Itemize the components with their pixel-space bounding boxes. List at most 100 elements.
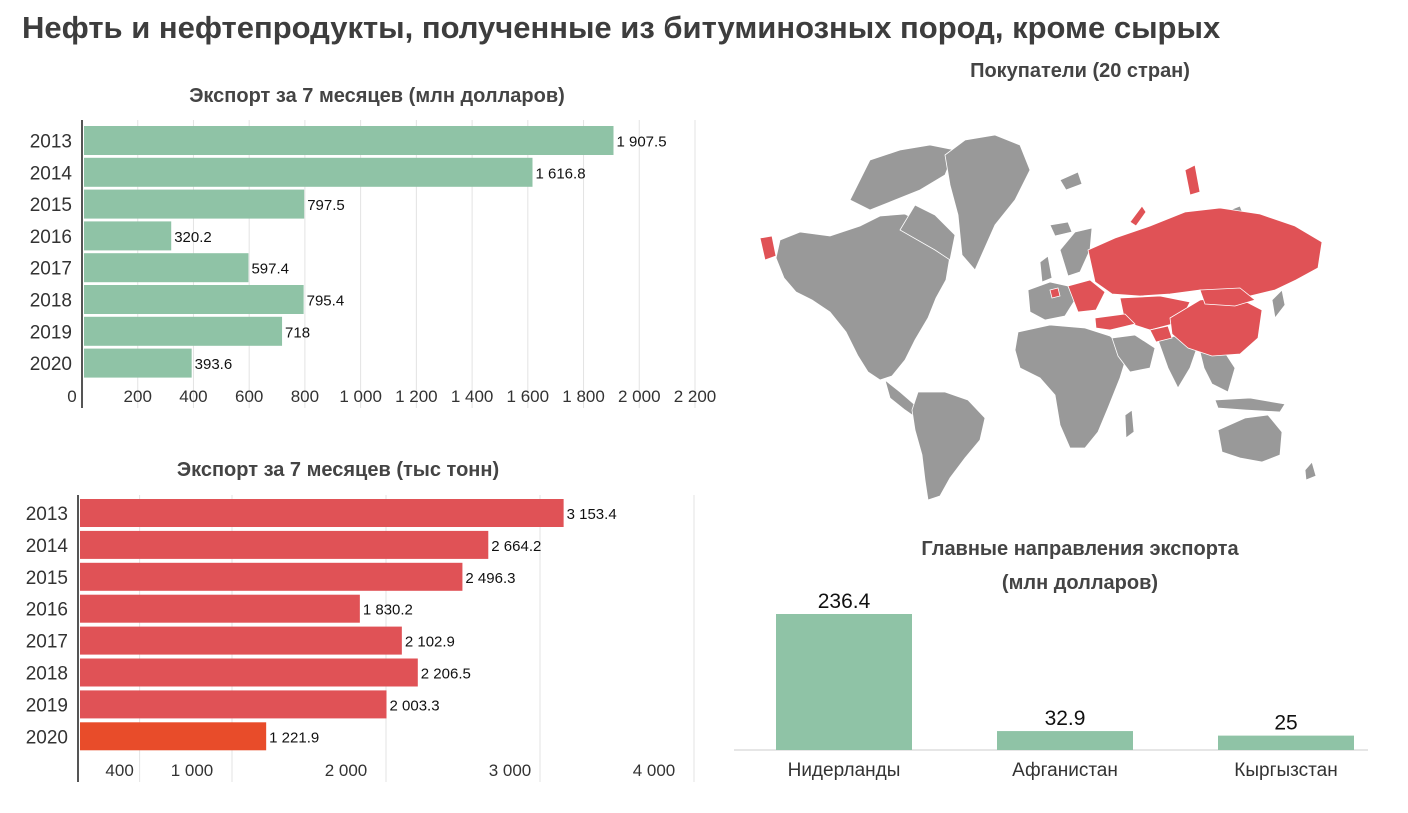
bar <box>80 562 463 591</box>
category-label: Афганистан <box>1012 760 1118 781</box>
map-mongolia <box>1199 287 1256 307</box>
category-label: 2019 <box>26 695 68 716</box>
map-africa <box>1014 324 1129 449</box>
map-scandinavia <box>1059 227 1093 277</box>
value-label: 3 153.4 <box>567 506 617 523</box>
x-tick-label: 400 <box>105 761 133 780</box>
map-turkey <box>1094 313 1136 331</box>
value-label: 597.4 <box>251 261 289 278</box>
value-label: 1 616.8 <box>535 165 585 182</box>
x-tick-label: 2 200 <box>674 387 717 406</box>
bar <box>1218 735 1354 750</box>
x-tick-label: 400 <box>179 387 207 406</box>
map-arctic-island <box>1059 171 1083 191</box>
value-label: 2 496.3 <box>465 570 515 587</box>
map-greenland <box>944 134 1031 271</box>
value-label: 2 206.5 <box>421 666 471 683</box>
map-russia <box>1087 207 1323 297</box>
map-north-america <box>775 213 951 381</box>
value-label: 32.9 <box>1045 707 1086 730</box>
x-tick-label: 1 600 <box>507 387 550 406</box>
category-label: 2015 <box>26 568 68 589</box>
bar <box>84 348 192 378</box>
map-afghanistan <box>1149 325 1173 343</box>
page-title: Нефть и нефтепродукты, полученные из бит… <box>22 10 1221 45</box>
bar <box>80 530 489 559</box>
value-label: 2 102.9 <box>405 634 455 651</box>
map-australia <box>1217 414 1283 463</box>
category-label: Кыргызстан <box>1234 760 1337 781</box>
map-title: Покупатели (20 стран) <box>970 60 1190 82</box>
x-tick-label: 3 000 <box>489 761 532 780</box>
bar <box>84 189 305 219</box>
value-label: 25 <box>1274 712 1297 735</box>
bar <box>80 626 402 655</box>
category-label: 2019 <box>30 322 72 343</box>
category-label: Нидерланды <box>788 760 901 781</box>
map-iceland <box>1049 221 1073 237</box>
map-chukotka <box>759 235 777 261</box>
x-tick-label: 800 <box>291 387 319 406</box>
category-label: 2016 <box>26 600 68 621</box>
map-canada-islands <box>849 144 956 211</box>
bar <box>84 253 249 283</box>
x-tick-label: 2 000 <box>325 761 368 780</box>
x-tick-label: 1 000 <box>171 761 214 780</box>
bar <box>84 126 614 155</box>
category-label: 2014 <box>30 163 73 184</box>
map-novaya-zemlya <box>1129 205 1147 227</box>
map-indonesia <box>1214 397 1286 413</box>
x-tick-label: 1 200 <box>395 387 438 406</box>
value-label: 320.2 <box>174 229 212 246</box>
category-label: 2013 <box>30 132 72 153</box>
bar <box>84 157 533 187</box>
map-hudson-area <box>899 204 956 261</box>
value-label: 2 664.2 <box>491 538 541 555</box>
map-western-europe <box>1027 281 1076 321</box>
bar <box>997 731 1133 750</box>
value-label: 797.5 <box>307 197 345 214</box>
value-label: 393.6 <box>195 356 233 373</box>
x-tick-label: 200 <box>124 387 152 406</box>
bar <box>776 614 912 750</box>
category-label: 2017 <box>30 259 72 280</box>
x-tick-label: 4 000 <box>633 761 676 780</box>
map-eastern-europe <box>1067 279 1106 313</box>
chart-destinations-title: Главные направления экспорта <box>921 538 1239 560</box>
x-tick-label: 1 800 <box>562 387 605 406</box>
bar <box>84 316 283 346</box>
value-label: 795.4 <box>307 293 345 310</box>
value-label: 236.4 <box>818 590 871 613</box>
x-tick-label: 0 <box>67 387 76 406</box>
x-tick-label: 2 000 <box>618 387 661 406</box>
value-label: 1 221.9 <box>269 729 319 746</box>
category-label: 2018 <box>26 664 68 685</box>
bar <box>80 690 387 719</box>
value-label: 718 <box>285 324 310 341</box>
map-madagascar <box>1124 409 1135 439</box>
map-uk <box>1039 255 1053 283</box>
map-netherlands <box>1049 287 1061 299</box>
map-arabia <box>1111 334 1156 373</box>
map-new-zealand <box>1304 461 1317 481</box>
bar <box>84 285 304 314</box>
bar <box>80 594 360 623</box>
map-south-america <box>911 391 986 501</box>
category-label: 2020 <box>30 354 72 375</box>
bar <box>80 722 267 751</box>
category-label: 2014 <box>26 536 69 557</box>
x-tick-label: 1 400 <box>451 387 494 406</box>
chart-usd-title: Экспорт за 7 месяцев (млн долларов) <box>189 85 565 107</box>
bar <box>80 499 564 527</box>
map-japan <box>1271 289 1286 319</box>
category-label: 2020 <box>26 727 68 748</box>
chart-destinations-subtitle: (млн долларов) <box>1001 572 1159 594</box>
bar <box>80 658 418 687</box>
value-label: 1 907.5 <box>616 134 666 151</box>
value-label: 2 003.3 <box>390 697 440 714</box>
bar <box>84 221 172 251</box>
